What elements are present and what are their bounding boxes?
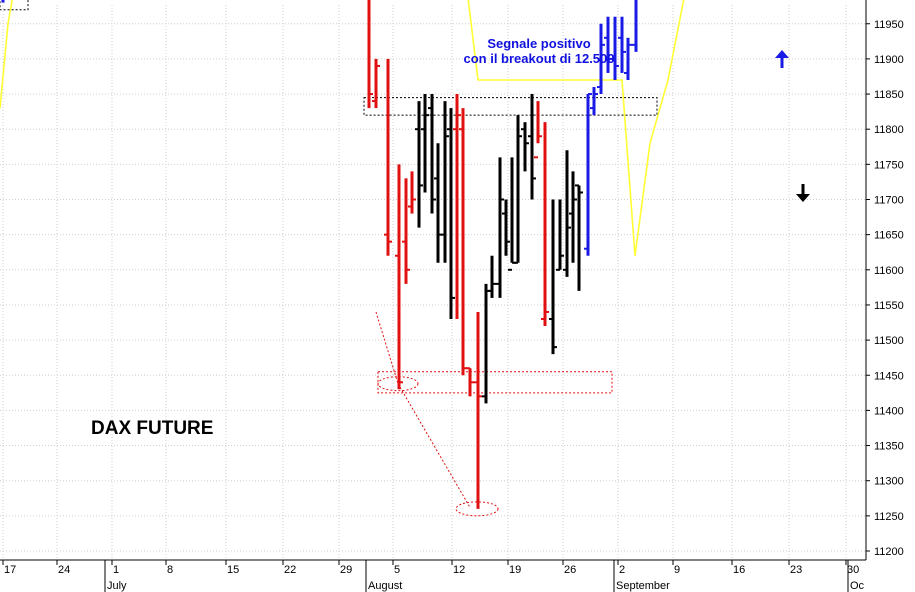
- price-bar: [569, 171, 577, 263]
- price-bar: [488, 255, 496, 298]
- y-tick-label: 11400: [874, 405, 904, 417]
- price-bar: [415, 101, 423, 228]
- x-tick-label: 9: [674, 564, 680, 576]
- x-tick-label: 5: [394, 564, 400, 576]
- month-label: July: [107, 580, 127, 592]
- price-bar: [632, 0, 638, 52]
- y-tick-label: 11550: [874, 300, 904, 312]
- support-ellipse: [377, 376, 419, 392]
- price-bar: [466, 367, 474, 397]
- annotation-line-1: Segnale positivo: [487, 36, 590, 51]
- x-tick-label: 12: [453, 564, 465, 576]
- price-bar: [541, 122, 549, 327]
- y-tick-label: 11300: [874, 476, 904, 488]
- x-tick-label: 26: [564, 564, 576, 576]
- x-tick-label: 30: [847, 564, 859, 576]
- price-bar: [384, 58, 392, 256]
- trailing-stop-line: [0, 0, 685, 256]
- support-trend: [375, 311, 399, 384]
- y-tick-label: 11900: [874, 54, 904, 66]
- price-bar: [428, 94, 436, 214]
- price-bar: [502, 199, 510, 256]
- price-bar: [597, 23, 605, 95]
- up-arrow-icon: [775, 50, 789, 68]
- x-tick-label: 23: [790, 564, 802, 576]
- price-bar: [534, 101, 542, 159]
- x-tick-label: 24: [58, 564, 70, 576]
- x-tick-label: 22: [284, 564, 296, 576]
- chart-title: DAX FUTURE: [91, 418, 213, 439]
- y-tick-label: 11950: [874, 19, 904, 31]
- up-arrow-head: [775, 50, 789, 58]
- price-bars: [1, 0, 638, 509]
- x-tick-label: 19: [509, 564, 521, 576]
- y-tick-label: 11800: [874, 124, 904, 136]
- price-bar: [421, 94, 429, 193]
- price-bar: [395, 164, 403, 390]
- price-bar: [453, 94, 461, 320]
- y-tick-label: 11750: [874, 159, 904, 171]
- y-tick-label: 11450: [874, 370, 904, 382]
- price-bar: [584, 93, 592, 256]
- price-bar: [514, 115, 522, 264]
- breakout-box: [363, 97, 658, 116]
- price-bar: [402, 178, 410, 284]
- price-bar: [528, 94, 536, 200]
- down-arrow-head: [796, 194, 810, 202]
- price-bar: [521, 122, 529, 172]
- down-arrow-icon: [796, 184, 810, 202]
- month-label: Oc: [850, 580, 865, 592]
- annotation-line-2: con il breakout di 12.500: [464, 51, 615, 66]
- price-bar: [474, 311, 482, 509]
- x-tick-label: 2: [619, 564, 625, 576]
- y-tick-label: 11600: [874, 265, 904, 277]
- price-bar: [408, 171, 416, 214]
- x-tick-label: 16: [733, 564, 745, 576]
- x-tick-label: 8: [167, 564, 173, 576]
- price-bar: [549, 199, 557, 355]
- y-tick-label: 11850: [874, 89, 904, 101]
- y-axis: 11200 11250 11300 11350 11400 11450 11500 11550…: [866, 19, 904, 558]
- breakout-box: [0, 0, 29, 11]
- x-tick-label: 29: [340, 564, 352, 576]
- y-tick-label: 11700: [874, 195, 904, 207]
- x-tick-label: 15: [227, 564, 239, 576]
- y-tick-label: 11250: [874, 511, 904, 523]
- price-bar: [575, 184, 583, 291]
- price-bar: [496, 157, 504, 298]
- price-bar: [611, 16, 619, 80]
- x-tick-label: 1: [113, 564, 119, 576]
- support-box: [377, 371, 613, 394]
- x-tick-label: 17: [4, 564, 16, 576]
- stop-line: [0, 0, 685, 256]
- price-bar: [624, 37, 632, 80]
- price-bar: [590, 87, 598, 116]
- y-tick-label: 11350: [874, 441, 904, 453]
- price-bar: [367, 0, 373, 109]
- price-bar: [441, 101, 449, 263]
- month-label: August: [368, 580, 402, 592]
- price-bar: [563, 150, 571, 277]
- month-label: September: [616, 580, 670, 592]
- price-bar: [372, 58, 380, 109]
- y-tick-label: 11650: [874, 230, 904, 242]
- price-bar: [556, 199, 564, 271]
- y-tick-label: 11500: [874, 335, 904, 347]
- y-tick-label: 11200: [874, 546, 904, 558]
- price-bar: [447, 108, 455, 320]
- price-bar: [618, 16, 626, 73]
